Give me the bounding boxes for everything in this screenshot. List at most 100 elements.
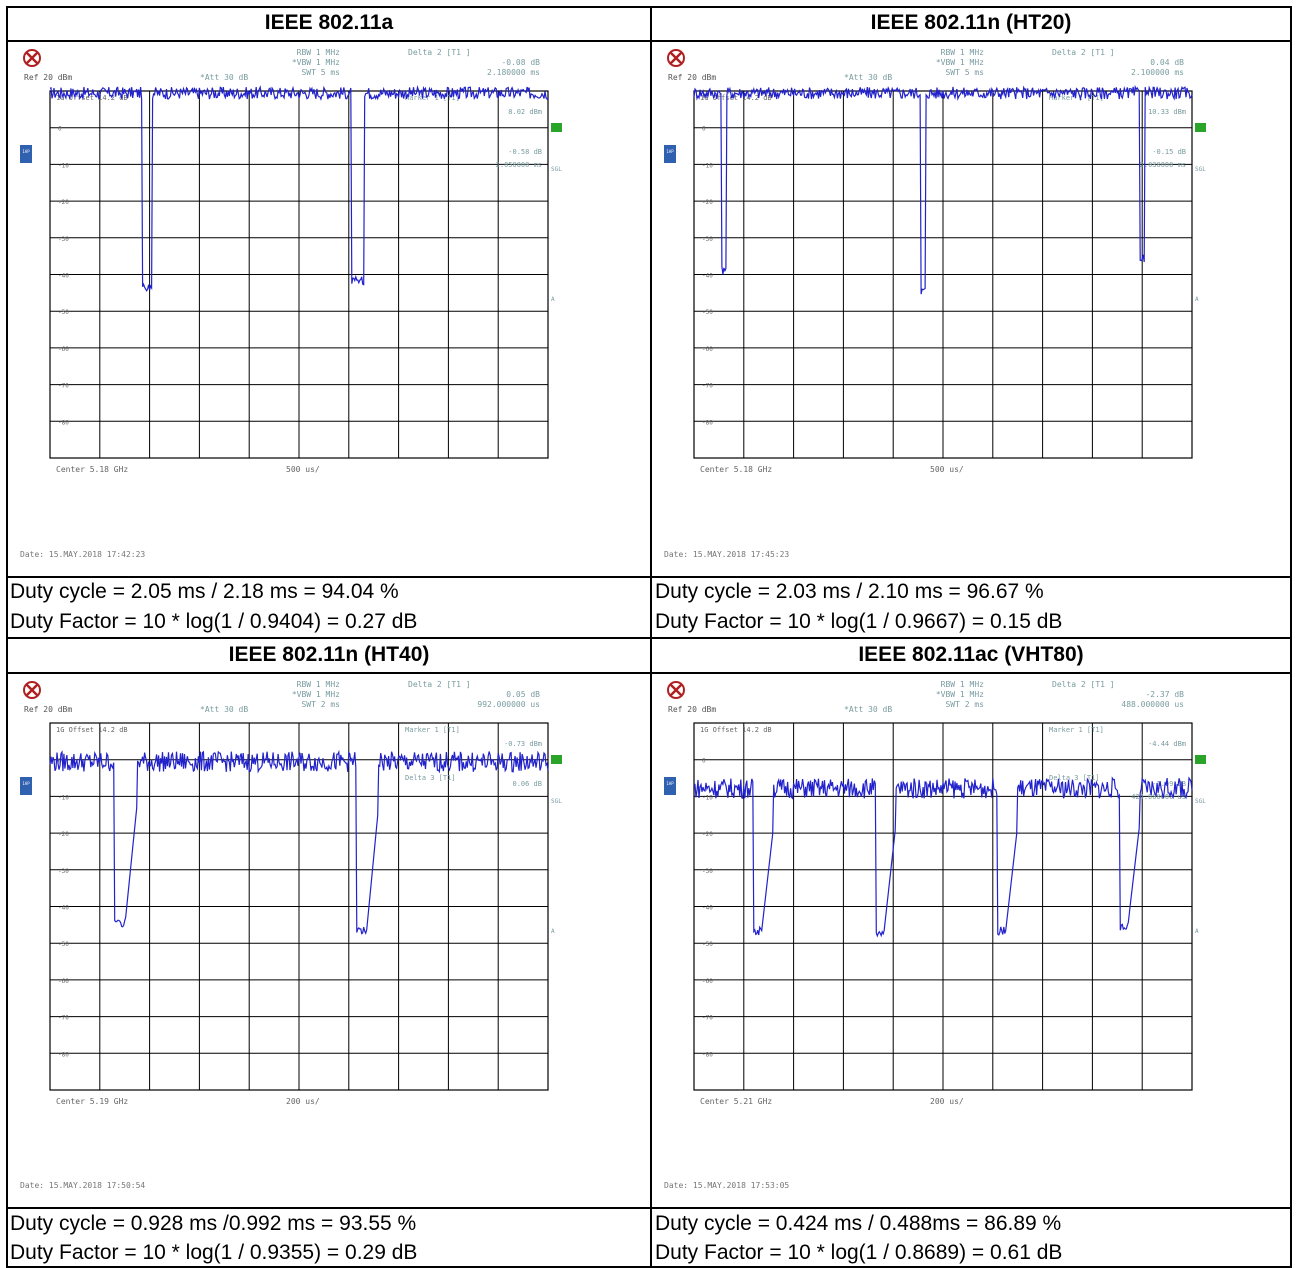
attenuation-label: *Att 30 dB	[844, 73, 892, 82]
marker-value: -0.73 dBm	[504, 740, 542, 748]
delta3-value: -1.99 dB	[1152, 780, 1186, 788]
y-tick-label: -70	[58, 383, 69, 390]
table-divider	[650, 6, 652, 1268]
offset-label: 1G Offset 14.2 dB	[56, 726, 128, 734]
sgl-label: SGL	[551, 166, 562, 173]
y-tick-label: -30	[58, 236, 69, 243]
y-tick-label: -30	[58, 868, 69, 875]
y-tick-label: -60	[702, 978, 713, 985]
offset-label: 1G Offset 14.2 dB	[700, 94, 772, 102]
delta-time: 2.180000 ms	[487, 68, 540, 77]
y-tick-label: -40	[58, 273, 69, 280]
sweep-per-div-label: 200 us/	[930, 1097, 964, 1106]
logo-cross	[669, 51, 683, 65]
table-rule	[6, 637, 1292, 639]
y-tick-label: -70	[58, 1015, 69, 1022]
trg-badge	[551, 755, 562, 764]
y-tick-label: -80	[58, 419, 69, 426]
duty-cycle-text: Duty cycle = 2.05 ms / 2.18 ms = 94.04 %	[10, 580, 399, 603]
trace-line	[49, 84, 549, 292]
logo-cross	[25, 51, 39, 65]
y-tick-label: -80	[58, 1051, 69, 1058]
a-label: A	[551, 928, 555, 935]
y-tick-label: -20	[58, 831, 69, 838]
y-tick-label: -20	[702, 831, 713, 838]
logo-ring	[23, 681, 41, 699]
attenuation-label: *Att 30 dB	[200, 705, 248, 714]
y-tick-label: -60	[702, 346, 713, 353]
lvl-badge	[20, 145, 32, 163]
logo-cross	[25, 683, 39, 697]
sweep-per-div-label: 200 us/	[286, 1097, 320, 1106]
swt-label: SWT 2 ms	[301, 700, 340, 709]
a-label: A	[1195, 928, 1199, 935]
y-tick-label: -50	[58, 309, 69, 316]
table-rule	[6, 1207, 1292, 1209]
delta3-value: -0.15 dB	[1152, 148, 1186, 156]
delta-value: 0.04 dB	[1150, 58, 1184, 67]
y-tick-label: -50	[702, 941, 713, 948]
y-tick-label: -50	[58, 941, 69, 948]
delta3-time: 424.000000 us	[1131, 793, 1186, 801]
lvl-badge	[664, 145, 676, 163]
sgl-label: SGL	[1195, 166, 1206, 173]
logo-cross	[669, 683, 683, 697]
trg-badge	[1195, 755, 1206, 764]
delta-value: 0.05 dB	[506, 690, 540, 699]
ref-level-label: Ref 20 dBm	[24, 73, 72, 82]
clrw-label: 1AP	[666, 781, 674, 786]
delta-time: 992.000000 us	[477, 700, 540, 709]
vbw-label: *VBW 1 MHz	[936, 690, 984, 699]
y-tick-label: -30	[702, 868, 713, 875]
rohde-schwarz-logo-icon	[667, 681, 685, 699]
duty-factor-text: Duty Factor = 10 * log(1 / 0.9667) = 0.1…	[655, 610, 1063, 633]
vbw-label: *VBW 1 MHz	[292, 690, 340, 699]
sgl-label: SGL	[1195, 798, 1206, 805]
delta3-time: 2.030000 ms	[1140, 161, 1186, 169]
y-tick-label: -40	[702, 273, 713, 280]
offset-label: 1G Offset 14.2 dB	[56, 94, 128, 102]
analyzer-grid	[693, 722, 1193, 1091]
spectrum-screenshot: RBW 1 MHz *VBW 1 MHz SWT 5 ms Delta 2 [T1 ]…	[10, 43, 648, 575]
trg-badge	[551, 123, 562, 132]
marker-value: 10.33 dBm	[1148, 108, 1186, 116]
delta-marker-label: Delta 2 [T1 ]	[408, 680, 471, 689]
marker-label: Marker 1 [T1]	[1049, 94, 1104, 102]
duty-factor-text: Duty Factor = 10 * log(1 / 0.9355) = 0.2…	[10, 1241, 418, 1264]
y-tick-label: -40	[58, 905, 69, 912]
attenuation-label: *Att 30 dB	[844, 705, 892, 714]
rbw-label: RBW 1 MHz	[941, 680, 985, 689]
a-label: A	[551, 296, 555, 303]
y-tick-label: -60	[58, 346, 69, 353]
table-rule	[6, 576, 1292, 578]
date-stamp: Date: 15.MAY.2018 17:53:05	[664, 1181, 789, 1190]
delta-time: 2.100000 ms	[1131, 68, 1184, 77]
table-border-left	[6, 6, 8, 1268]
rbw-label: RBW 1 MHz	[941, 48, 985, 57]
center-frequency-label: Center 5.18 GHz	[700, 465, 772, 474]
a-label: A	[1195, 296, 1199, 303]
duty-factor-text: Duty Factor = 10 * log(1 / 0.9404) = 0.2…	[10, 610, 418, 633]
rohde-schwarz-logo-icon	[667, 49, 685, 67]
trace-line	[49, 749, 549, 935]
analyzer-grid	[693, 90, 1193, 459]
y-tick-label: -80	[702, 1051, 713, 1058]
panel-title: IEEE 802.11n (HT40)	[228, 643, 430, 666]
duty-cycle-text: Duty cycle = 2.03 ms / 2.10 ms = 96.67 %	[655, 580, 1044, 603]
y-tick-label: -40	[702, 905, 713, 912]
trace-line	[693, 776, 1193, 938]
duty-factor-text: Duty Factor = 10 * log(1 / 0.8689) = 0.6…	[655, 1241, 1063, 1264]
swt-label: SWT 5 ms	[301, 68, 340, 77]
clrw-label: 1AP	[22, 781, 30, 786]
swt-label: SWT 5 ms	[945, 68, 984, 77]
center-frequency-label: Center 5.21 GHz	[700, 1097, 772, 1106]
offset-label: 1G Offset 14.2 dB	[700, 726, 772, 734]
attenuation-label: *Att 30 dB	[200, 73, 248, 82]
delta-marker-label: Delta 2 [T1 ]	[1052, 48, 1115, 57]
delta3-label: Delta 3 [T1]	[405, 774, 456, 782]
spectrum-screenshot: RBW 1 MHz *VBW 1 MHz SWT 2 ms Delta 2 [T1 ]…	[654, 675, 1288, 1206]
logo-ring	[667, 49, 685, 67]
